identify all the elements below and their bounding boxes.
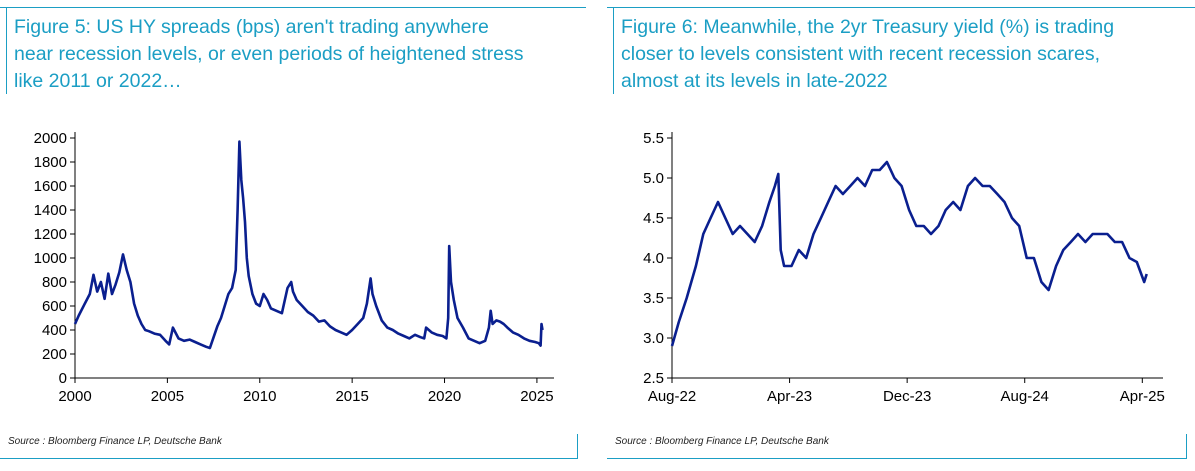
figure-6-panel: Figure 6: Meanwhile, the 2yr Treasury yi…	[607, 0, 1195, 471]
treasury-2yr-chart: 2.5 3.0 3.5 4.0 4.5 5.0 5.5 Aug-22 Apr-23 Dec-23 A…	[607, 120, 1195, 420]
x-tick-label: 2000	[58, 388, 91, 405]
y-tick-label: 800	[42, 274, 67, 291]
x-tick-label: 2015	[335, 388, 368, 405]
y-tick-label: 1000	[34, 250, 67, 267]
x-tick-label: 2010	[243, 388, 276, 405]
y-tick-label: 1800	[34, 154, 67, 171]
y-tick-label: 5.5	[643, 130, 664, 147]
series-line	[73, 140, 544, 350]
treasury-2yr-chart-svg: 2.5 3.0 3.5 4.0 4.5 5.0 5.5 Aug-22 Apr-23 Dec-23 A…	[643, 130, 1165, 405]
y-tick-label: 2000	[34, 130, 67, 147]
footer-accent-bar	[1186, 434, 1187, 458]
y-tick-label: 0	[59, 370, 67, 387]
x-tick-label: Aug-22	[648, 388, 696, 405]
footer-rule	[607, 458, 1187, 459]
x-tick-label: 2025	[520, 388, 553, 405]
hy-spreads-chart: 0 200 400 600 800 1000 1200 1400 1600 1800 2000 200…	[0, 120, 586, 420]
title-accent-bar	[613, 8, 614, 94]
x-tick-label: Apr-25	[1120, 388, 1165, 405]
figure-5-panel: Figure 5: US HY spreads (bps) aren't tra…	[0, 0, 586, 471]
y-tick-label: 600	[42, 298, 67, 315]
figure-title: Figure 5: US HY spreads (bps) aren't tra…	[14, 16, 524, 92]
hy-spreads-chart-svg: 0 200 400 600 800 1000 1200 1400 1600 1800 2000 200…	[34, 130, 554, 405]
x-tick-label: 2020	[428, 388, 461, 405]
x-tick-label: 2005	[151, 388, 184, 405]
x-tick-label: Aug-24	[1001, 388, 1049, 405]
title-rule	[0, 7, 586, 8]
y-tick-label: 4.0	[643, 250, 664, 267]
figure-title: Figure 6: Meanwhile, the 2yr Treasury yi…	[621, 16, 1115, 92]
y-tick-label: 1600	[34, 178, 67, 195]
y-tick-label: 1200	[34, 226, 67, 243]
y-tick-label: 4.5	[643, 210, 664, 227]
y-tick-label: 200	[42, 346, 67, 363]
source-note: Source : Bloomberg Finance LP, Deutsche …	[8, 436, 222, 447]
y-tick-label: 3.5	[643, 290, 664, 307]
y-tick-label: 2.5	[643, 370, 664, 387]
x-tick-label: Apr-23	[767, 388, 812, 405]
footer-accent-bar	[577, 434, 578, 458]
y-tick-label: 400	[42, 322, 67, 339]
series-line	[670, 160, 1148, 347]
y-tick-label: 1400	[34, 202, 67, 219]
title-accent-bar	[6, 8, 7, 94]
x-tick-label: Dec-23	[883, 388, 931, 405]
title-rule	[607, 7, 1195, 8]
y-tick-label: 5.0	[643, 170, 664, 187]
y-tick-label: 3.0	[643, 330, 664, 347]
source-note: Source : Bloomberg Finance LP, Deutsche …	[615, 436, 829, 447]
footer-rule	[0, 458, 578, 459]
